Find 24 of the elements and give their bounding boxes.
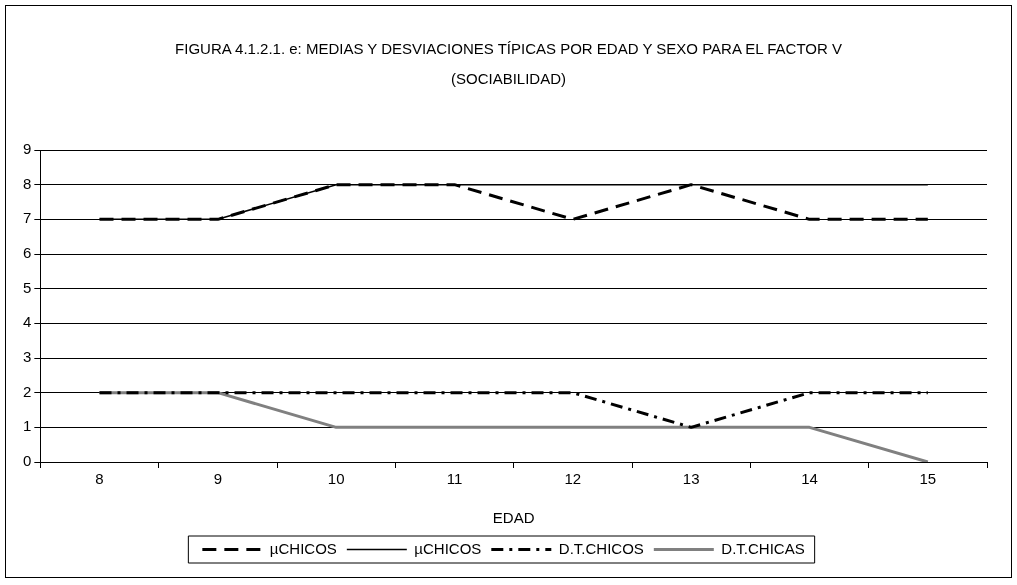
- x-tick-label: 11: [446, 470, 463, 488]
- x-tick-label: 10: [327, 470, 345, 488]
- x-tick-label: 9: [213, 470, 223, 488]
- y-tick-label: 4: [23, 313, 32, 331]
- y-tick-label: 7: [23, 209, 32, 227]
- chart-title: FIGURA 4.1.2.1. e: MEDIAS Y DESVIACIONES TÍPICAS POR EDAD Y SEXO PARA EL FACTOR V (SOCIABILIDAD): [174, 39, 843, 89]
- y-tick-label: 6: [23, 244, 32, 262]
- legend-label: µCHICOS: [269, 539, 337, 557]
- x-tick-label: 15: [919, 470, 937, 488]
- y-tick-label: 5: [23, 278, 32, 296]
- y-tick-label: 9: [23, 140, 32, 158]
- y-tick-label: 3: [23, 348, 32, 366]
- x-axis-title: EDAD: [492, 509, 535, 527]
- x-tick-label: 12: [564, 470, 582, 488]
- x-tick-label: 8: [95, 470, 104, 488]
- legend-label: D.T.CHICOS: [558, 539, 644, 557]
- y-tick-label: 2: [23, 382, 32, 400]
- legend-label: µCHICOS: [414, 539, 482, 557]
- y-tick-label: 0: [23, 452, 32, 470]
- y-tick-label: 1: [23, 417, 32, 435]
- x-tick-label: 13: [682, 470, 700, 488]
- legend-label: D.T.CHICAS: [721, 539, 805, 557]
- y-tick-label: 8: [23, 174, 32, 192]
- x-tick-label: 14: [801, 470, 818, 488]
